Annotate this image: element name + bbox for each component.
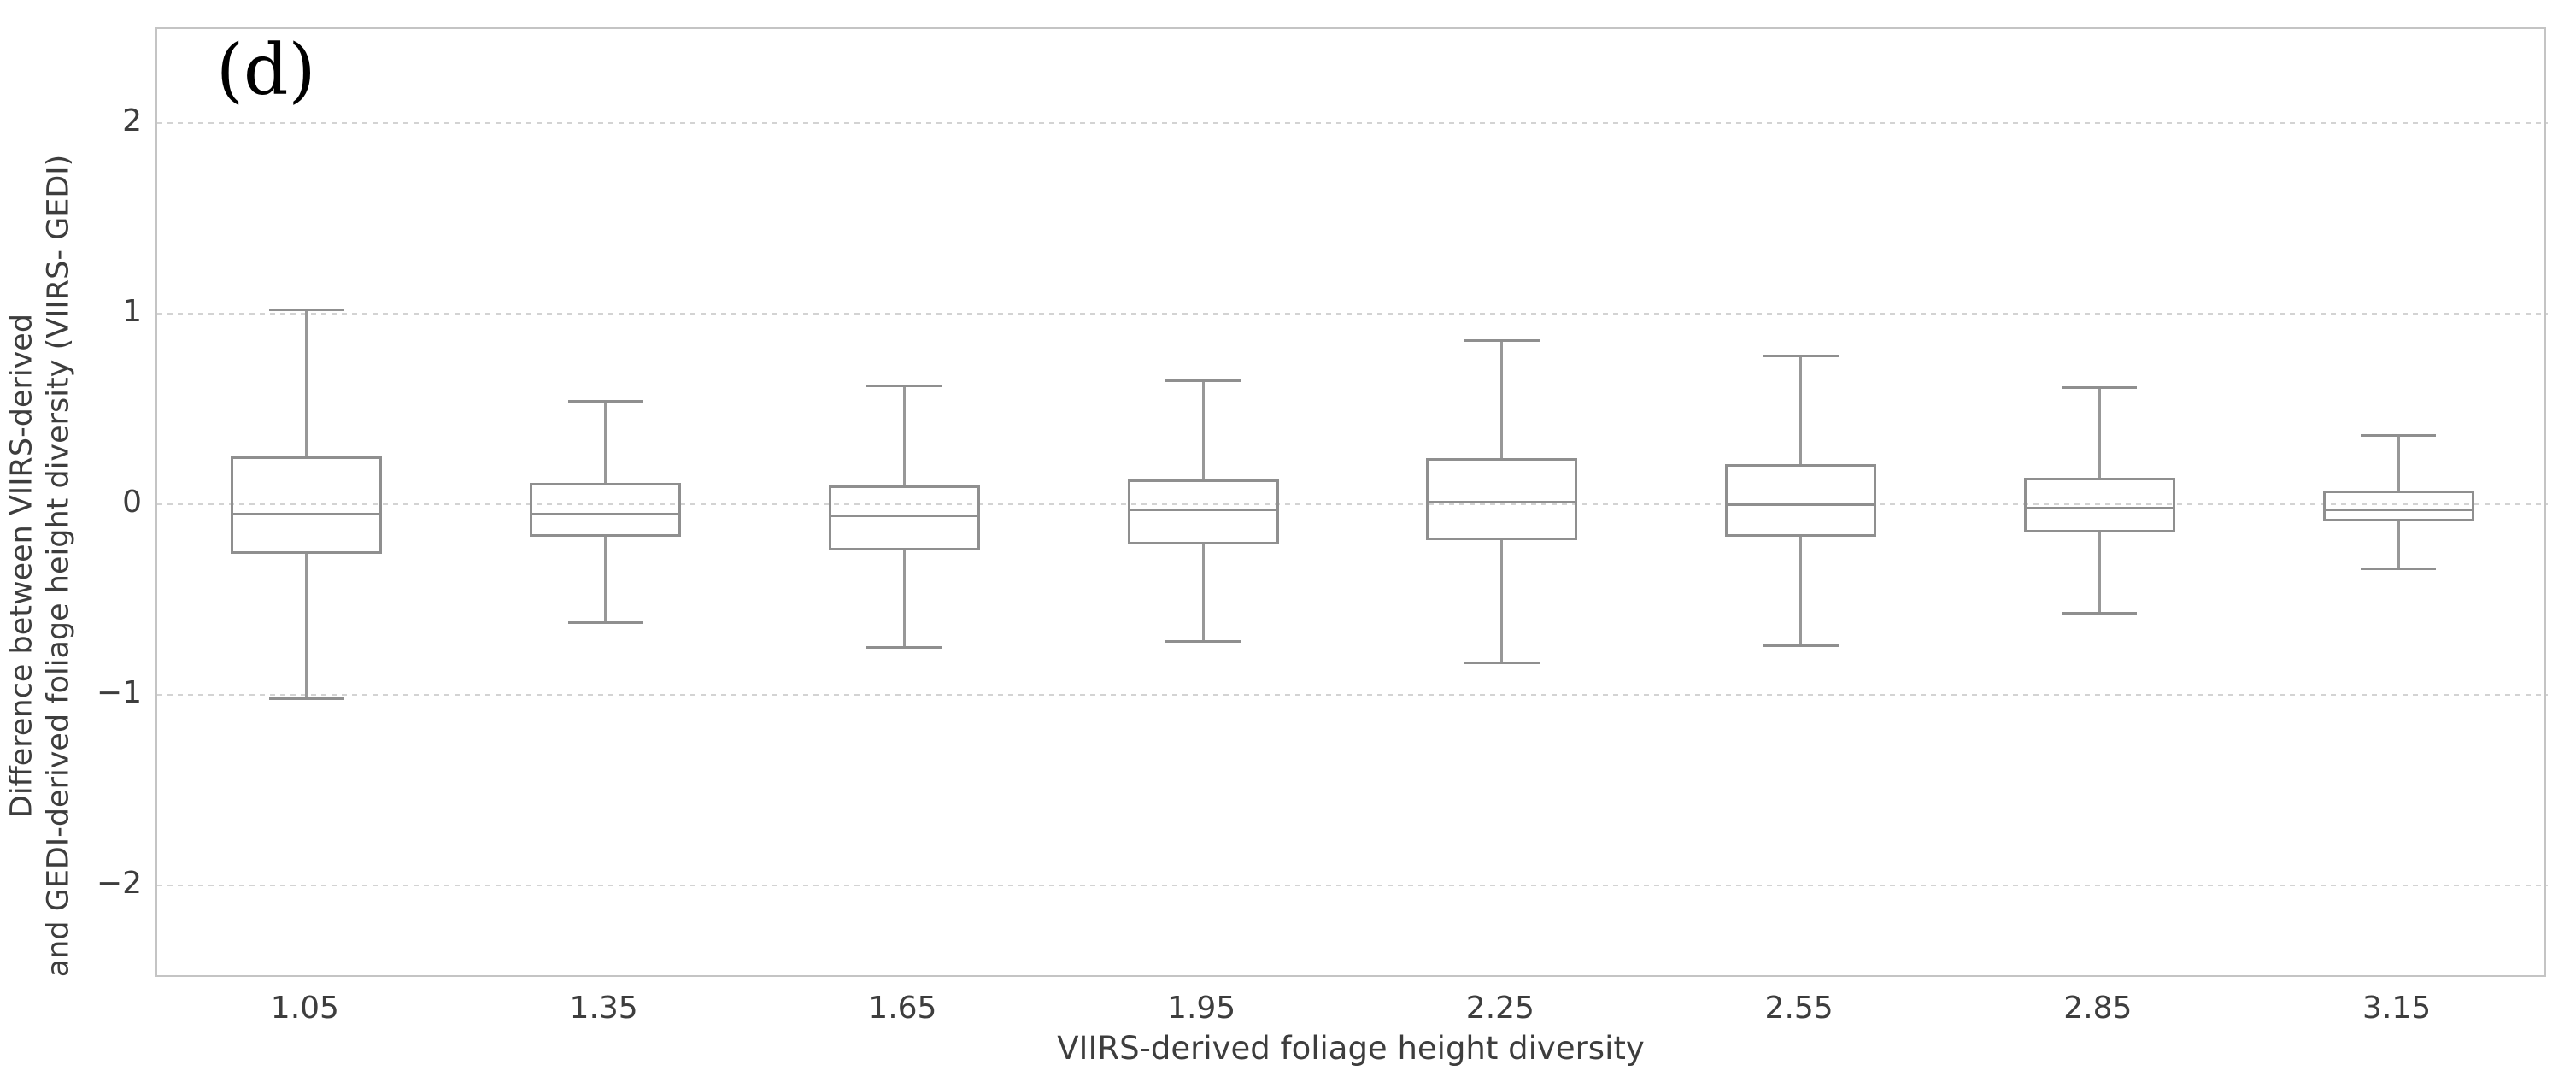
y-axis-title-line1: Difference between VIIRS-derived [4, 313, 39, 819]
iqr-box [1725, 464, 1877, 537]
upper-whisker [2397, 435, 2400, 491]
y-tick-label: −1 [96, 675, 142, 710]
lower-whisker [1799, 536, 1803, 646]
upper-whisker [604, 401, 607, 484]
upper-whisker-cap [1763, 354, 1839, 357]
gridline-y-0 [157, 503, 2548, 505]
upper-whisker [1201, 380, 1205, 479]
median-line [2023, 506, 2175, 509]
y-tick-label: −2 [96, 866, 142, 901]
upper-whisker [902, 385, 906, 485]
lower-whisker-cap [2062, 611, 2138, 615]
x-tick-label: 1.05 [270, 991, 339, 1026]
lower-whisker [1201, 544, 1205, 642]
lower-whisker-cap [268, 697, 344, 700]
x-tick-label: 2.55 [1764, 991, 1834, 1026]
y-tick-label: 1 [122, 294, 142, 329]
x-tick-label: 3.15 [2362, 991, 2432, 1026]
median-line [2322, 509, 2474, 512]
median-line [1127, 509, 1279, 512]
upper-whisker-cap [567, 400, 643, 403]
iqr-box [2322, 491, 2474, 522]
x-axis-title: VIIRS-derived foliage height diversity [1057, 1030, 1645, 1067]
panel-label: (d) [216, 30, 316, 111]
lower-whisker [305, 553, 308, 699]
lower-whisker [604, 536, 607, 623]
iqr-box [828, 485, 980, 550]
x-tick-label: 1.65 [868, 991, 937, 1026]
lower-whisker-cap [1165, 640, 1241, 644]
gridline-y-2 [157, 122, 2548, 124]
median-line [1426, 501, 1578, 504]
median-line [530, 512, 682, 515]
gridline-y--1 [157, 694, 2548, 696]
lower-whisker [902, 550, 906, 648]
y-axis-title-line2: and GEDI-derived foliage height diversit… [41, 154, 75, 978]
upper-whisker-cap [2062, 386, 2138, 390]
lower-whisker [1500, 540, 1504, 663]
x-tick-label: 2.85 [2063, 991, 2133, 1026]
lower-whisker [2397, 521, 2400, 569]
median-line [1725, 503, 1877, 506]
iqr-box [1127, 479, 1279, 544]
upper-whisker-cap [1165, 379, 1241, 382]
upper-whisker [305, 309, 308, 457]
lower-whisker-cap [1464, 661, 1540, 664]
upper-whisker [1500, 340, 1504, 459]
iqr-box [2023, 477, 2175, 533]
upper-whisker [2098, 387, 2101, 478]
iqr-box [231, 456, 383, 554]
y-tick-label: 0 [122, 485, 142, 520]
gridline-y--2 [157, 885, 2548, 886]
x-tick-label: 2.25 [1465, 991, 1534, 1026]
median-line [231, 512, 383, 515]
upper-whisker-cap [866, 385, 942, 388]
x-tick-label: 1.95 [1167, 991, 1236, 1026]
lower-whisker-cap [567, 620, 643, 624]
lower-whisker-cap [866, 645, 942, 649]
plot-area [155, 27, 2548, 977]
upper-whisker-cap [2361, 434, 2437, 438]
lower-whisker [2098, 532, 2101, 614]
x-tick-label: 1.35 [569, 991, 638, 1026]
iqr-box [530, 483, 682, 537]
iqr-box [1426, 458, 1578, 541]
lower-whisker-cap [2361, 568, 2437, 571]
y-tick-label: 2 [122, 103, 142, 138]
gridline-y-1 [157, 313, 2548, 315]
upper-whisker-cap [268, 309, 344, 312]
median-line [828, 514, 980, 517]
upper-whisker [1799, 356, 1803, 465]
upper-whisker-cap [1464, 338, 1540, 342]
lower-whisker-cap [1763, 644, 1839, 647]
y-axis-title: Difference between VIIRS-derived and GED… [3, 155, 76, 978]
